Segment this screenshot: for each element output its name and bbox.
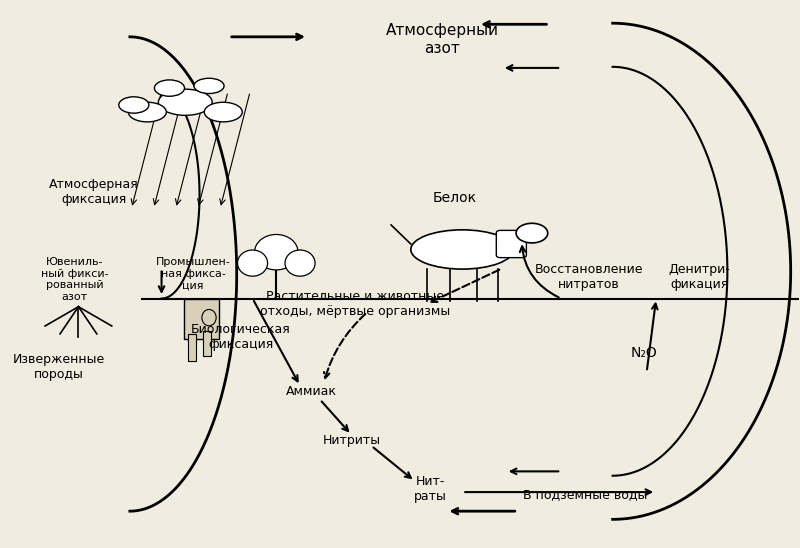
Bar [184,299,218,339]
Text: Восстановление
нитратов: Восстановление нитратов [534,262,643,291]
Text: N₂O: N₂O [631,346,658,360]
Ellipse shape [128,102,166,122]
Bar [189,334,196,361]
Text: Ювениль-
ный фикси-
рованный
азот: Ювениль- ный фикси- рованный азот [41,257,108,302]
Text: Атмосферный
азот: Атмосферный азот [386,24,499,56]
Text: В подземные воды: В подземные воды [522,488,647,501]
Ellipse shape [516,223,548,243]
Text: Растительные и животные
отходы, мёртвые организмы: Растительные и животные отходы, мёртвые … [260,290,450,318]
Text: Промышлен-
ная фикса-
ция: Промышлен- ная фикса- ция [156,258,230,290]
Ellipse shape [285,250,315,276]
Bar [202,331,210,356]
Ellipse shape [411,230,514,269]
FancyBboxPatch shape [496,230,526,258]
Text: Белок: Белок [432,191,477,204]
Ellipse shape [158,89,212,115]
Ellipse shape [204,102,242,122]
Ellipse shape [254,235,298,270]
Text: Нитриты: Нитриты [322,434,381,447]
Text: Изверженные
породы: Изверженные породы [13,353,105,381]
Text: Нит-
раты: Нит- раты [414,475,447,504]
Ellipse shape [154,80,185,96]
Text: Аммиак: Аммиак [286,385,338,398]
Ellipse shape [238,250,267,276]
Text: Атмосферная
фиксация: Атмосферная фиксация [50,178,139,206]
Ellipse shape [119,97,149,113]
Ellipse shape [202,310,216,326]
Text: Денитри-
фикация: Денитри- фикация [669,262,730,291]
Ellipse shape [194,78,224,94]
Text: Биологическая
фиксация: Биологическая фиксация [191,323,290,351]
